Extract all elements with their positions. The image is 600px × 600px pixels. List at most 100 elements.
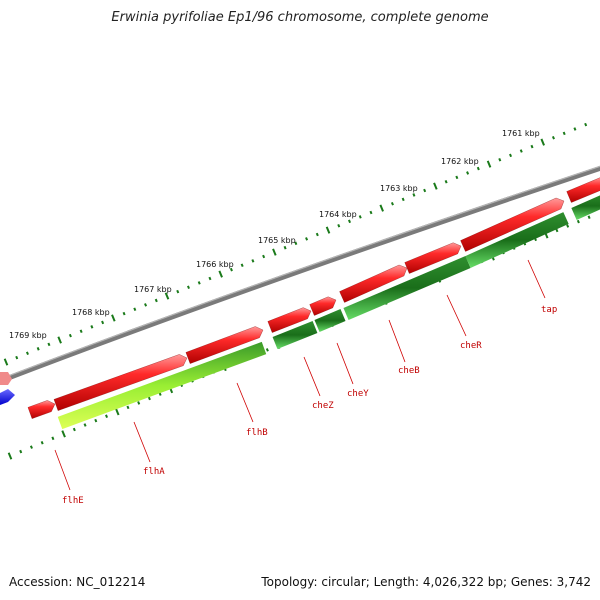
- minor-tick: [358, 215, 362, 219]
- genome-summary-text: Topology: circular; Length: 4,026,322 bp…: [261, 575, 591, 589]
- leader-cheR: [446, 294, 467, 337]
- minor-tick: [144, 303, 148, 307]
- minor-tick: [498, 157, 502, 162]
- gene-tap-forward: [460, 197, 565, 252]
- gene-flhB-forward: [185, 326, 264, 364]
- gene-next-reverse: [571, 195, 600, 220]
- major-tick: [486, 160, 492, 168]
- minor-tick: [83, 423, 87, 427]
- minor-tick: [126, 405, 130, 410]
- gene-flhA-forward: [53, 354, 188, 411]
- minor-tick: [337, 223, 341, 228]
- map-title: Erwinia pyrifoliae Ep1/96 chromosome, co…: [111, 10, 489, 25]
- minor-tick: [251, 259, 255, 263]
- major-tick: [218, 270, 223, 278]
- minor-tick: [390, 201, 394, 206]
- leader-flhB: [236, 382, 254, 423]
- minor-tick: [423, 188, 427, 193]
- minor-tick: [305, 237, 309, 241]
- minor-tick: [47, 342, 51, 347]
- minor-tick: [587, 215, 591, 219]
- gene-cheY-forward: [309, 296, 337, 316]
- minor-tick: [90, 325, 94, 329]
- gene-cheR-forward: [404, 242, 462, 274]
- scale-label-1762: 1762 kbp: [441, 157, 479, 166]
- gene-label-flhB: flhB: [246, 428, 268, 438]
- minor-tick: [283, 245, 287, 250]
- major-tick: [164, 292, 170, 300]
- minor-tick: [262, 254, 266, 259]
- gene-flhE-forward: [27, 400, 56, 419]
- gene-label-flhE: flhE: [62, 496, 84, 506]
- leader-cheB: [388, 319, 406, 363]
- minor-tick: [562, 131, 566, 136]
- minor-tick: [348, 219, 352, 224]
- minor-tick: [401, 197, 405, 202]
- minor-tick: [40, 440, 44, 445]
- scale-label-1768: 1768 kbp: [72, 308, 110, 317]
- minor-tick: [68, 333, 72, 338]
- gene-label-flhA: flhA: [143, 467, 165, 477]
- minor-tick: [576, 219, 580, 224]
- minor-tick: [455, 175, 459, 180]
- minor-tick: [36, 347, 40, 351]
- minor-tick: [29, 445, 33, 449]
- major-tick: [325, 226, 331, 234]
- minor-tick: [137, 401, 141, 405]
- gene-cheB-cheR-reverse: [343, 256, 471, 320]
- minor-tick: [509, 153, 513, 158]
- minor-tick: [154, 298, 158, 303]
- scale-label-1766: 1766 kbp: [196, 260, 234, 269]
- minor-tick: [105, 414, 109, 418]
- major-tick: [61, 430, 66, 438]
- minor-tick: [79, 329, 83, 333]
- genome-backbone: [0, 165, 600, 384]
- gene-label-tap: tap: [541, 305, 557, 315]
- minor-tick: [72, 427, 76, 432]
- leader-cheY: [336, 342, 354, 385]
- outer-tick-ring: [3, 122, 588, 366]
- minor-tick: [476, 166, 480, 171]
- leader-flhE: [54, 449, 71, 491]
- major-tick: [7, 452, 13, 460]
- gene-label-leader-lines: [54, 259, 546, 491]
- minor-tick: [19, 449, 23, 454]
- minor-tick: [519, 149, 523, 153]
- minor-tick: [265, 348, 269, 352]
- minor-tick: [15, 355, 19, 360]
- minor-tick: [584, 122, 588, 127]
- minor-tick: [466, 171, 470, 175]
- minor-tick: [240, 263, 244, 268]
- minor-tick: [444, 179, 448, 184]
- partial-gene-pink: [0, 372, 12, 385]
- gene-label-cheR: cheR: [460, 341, 482, 351]
- minor-tick: [530, 144, 534, 149]
- minor-tick: [186, 285, 190, 290]
- gene-label-cheB: cheB: [398, 366, 420, 376]
- scale-label-1763: 1763 kbp: [380, 184, 418, 193]
- minor-tick: [208, 276, 212, 281]
- genome-backbone-highlight: [0, 165, 600, 380]
- partial-gene-blue: [0, 389, 15, 405]
- leader-cheZ: [303, 356, 321, 397]
- minor-tick: [369, 210, 373, 215]
- gene-flhA-reverse: [57, 341, 267, 430]
- gene-next-forward: [566, 177, 600, 203]
- gene-label-cheZ: cheZ: [312, 401, 334, 411]
- major-tick: [3, 358, 9, 366]
- minor-tick: [566, 224, 570, 228]
- scale-label-1764: 1764 kbp: [319, 210, 357, 219]
- gene-cheZ-forward: [267, 307, 312, 333]
- minor-tick: [294, 241, 298, 246]
- minor-tick: [176, 289, 180, 294]
- major-tick: [379, 204, 384, 212]
- minor-tick: [573, 127, 577, 131]
- minor-tick: [122, 311, 126, 316]
- minor-tick: [147, 396, 151, 401]
- scale-label-1767: 1767 kbp: [134, 285, 172, 294]
- minor-tick: [551, 136, 555, 140]
- minor-tick: [197, 281, 201, 285]
- minor-tick: [133, 307, 137, 312]
